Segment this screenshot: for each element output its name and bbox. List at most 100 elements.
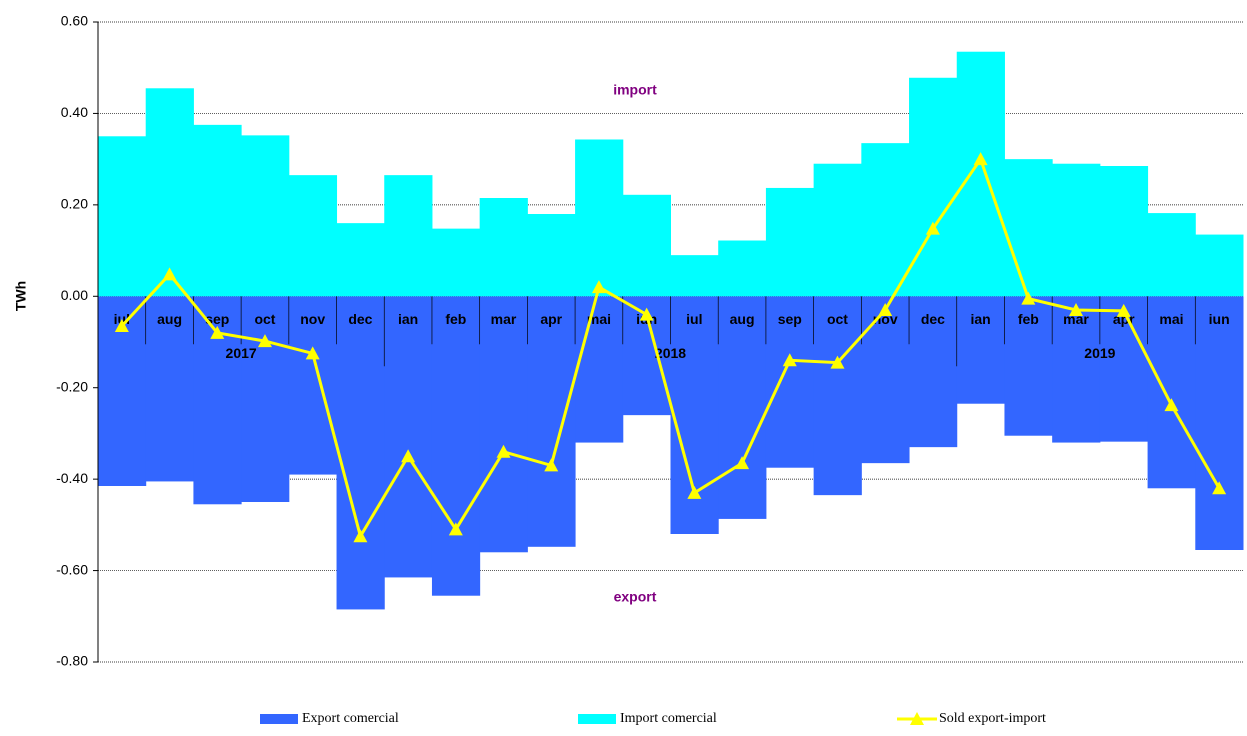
bar <box>241 135 290 297</box>
bar <box>479 198 528 297</box>
bar <box>145 88 194 297</box>
line-marker <box>1116 303 1131 317</box>
bar <box>431 228 481 297</box>
y-tick-label: -0.80 <box>56 653 88 669</box>
line-marker <box>782 353 797 367</box>
line-marker <box>114 319 129 332</box>
line-marker <box>878 303 893 316</box>
bar <box>718 240 767 297</box>
bar <box>1147 296 1196 489</box>
legend-label: Import comercial <box>620 711 717 726</box>
year-label: 2019 <box>1084 345 1115 361</box>
bar <box>575 139 624 297</box>
bar <box>1099 296 1149 442</box>
bar <box>479 296 528 553</box>
y-tick-label: 0.00 <box>61 287 88 303</box>
x-tick-label: iun <box>1209 311 1230 327</box>
bar <box>288 296 338 475</box>
x-tick-label: aug <box>730 311 755 327</box>
bar <box>765 187 815 297</box>
x-tick-label: apr <box>540 311 562 327</box>
line-marker <box>162 267 177 281</box>
line-marker <box>1021 291 1036 305</box>
y-tick-label: 0.40 <box>61 104 88 120</box>
line-marker <box>1069 303 1084 316</box>
bar <box>575 296 624 443</box>
bar <box>813 163 862 297</box>
bar <box>1052 296 1101 443</box>
bar <box>956 296 1005 404</box>
x-tick-label: oct <box>827 311 848 327</box>
line-marker <box>1212 481 1227 495</box>
bar <box>1052 163 1101 297</box>
bar <box>1099 166 1149 297</box>
line-marker <box>925 221 940 235</box>
x-tick-label: sep <box>778 311 802 327</box>
legend-swatch <box>578 714 616 724</box>
bar <box>1004 296 1053 436</box>
line-marker <box>830 355 845 369</box>
bar <box>527 296 576 547</box>
line-marker <box>257 334 272 348</box>
year-label: 2018 <box>655 345 686 361</box>
legend-swatch <box>260 714 298 724</box>
bar <box>861 143 910 297</box>
bar <box>384 296 433 578</box>
x-tick-label: dec <box>921 311 945 327</box>
line-marker <box>496 444 511 458</box>
x-tick-label: ian <box>398 311 418 327</box>
y-tick-label: 0.20 <box>61 196 88 212</box>
x-tick-label: aug <box>157 311 182 327</box>
line-marker <box>544 458 559 472</box>
annotation: import <box>613 81 657 97</box>
bar <box>670 255 719 297</box>
x-tick-label: sep <box>205 311 229 327</box>
bar <box>909 296 958 448</box>
bar <box>909 77 958 297</box>
line-marker <box>353 529 368 543</box>
bar <box>1195 296 1244 550</box>
bar <box>1004 159 1053 297</box>
y-tick-label: -0.20 <box>56 378 88 394</box>
annotation: export <box>614 589 657 605</box>
x-tick-label: iul <box>686 311 702 327</box>
bar <box>718 296 767 519</box>
bar <box>765 296 815 468</box>
bar <box>193 124 242 297</box>
legend-label: Export comercial <box>302 711 399 726</box>
year-label: 2017 <box>226 345 257 361</box>
x-tick-label: oct <box>254 311 275 327</box>
x-tick-label: mar <box>491 311 517 327</box>
bar <box>241 296 290 502</box>
bar <box>431 296 481 596</box>
bar <box>622 194 671 297</box>
x-tick-label: feb <box>1018 311 1039 327</box>
x-tick-label: feb <box>445 311 466 327</box>
line-marker <box>448 522 463 536</box>
line-marker <box>973 152 988 166</box>
bar <box>813 296 862 496</box>
x-tick-label: ian <box>970 311 990 327</box>
y-tick-label: -0.60 <box>56 561 88 577</box>
line <box>120 155 1221 541</box>
line-marker <box>639 307 654 321</box>
bar <box>336 296 385 610</box>
bar <box>98 136 147 297</box>
legend-swatch <box>910 712 924 725</box>
y-tick-label: -0.40 <box>56 470 88 486</box>
y-axis-label: TWh <box>13 281 29 311</box>
line-marker <box>305 346 320 360</box>
bar <box>1195 234 1244 297</box>
line-marker <box>1164 398 1179 412</box>
line-marker <box>687 485 702 499</box>
bar <box>336 223 385 297</box>
line-marker <box>210 325 225 339</box>
line-marker <box>591 280 606 294</box>
bar <box>384 175 433 297</box>
line-marker <box>401 449 416 463</box>
x-tick-label: dec <box>348 311 372 327</box>
bar <box>145 296 194 482</box>
legend-label: Sold export-import <box>939 711 1046 726</box>
y-tick-label: 0.60 <box>61 13 88 29</box>
